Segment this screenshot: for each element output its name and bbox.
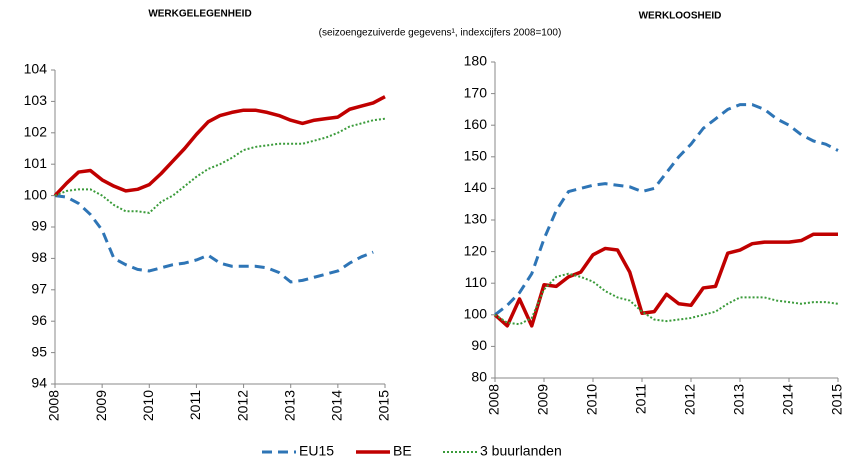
y-tick-label: 140 <box>464 179 488 195</box>
y-tick-label: 130 <box>464 211 488 227</box>
y-tick-label: 94 <box>31 375 47 391</box>
x-tick-label: 2012 <box>234 390 250 421</box>
series-line <box>494 103 839 316</box>
x-tick-label: 2014 <box>329 390 345 421</box>
y-tick-label: 160 <box>464 116 488 132</box>
x-tick-label: 2010 <box>584 384 600 415</box>
y-tick-label: 101 <box>24 155 48 171</box>
x-tick-label: 2015 <box>376 390 392 421</box>
chart-subtitle: (seizoengezuiverde gegevens¹, indexcijfe… <box>319 28 562 39</box>
y-tick-label: 80 <box>471 369 487 385</box>
x-tick-label: 2008 <box>46 390 62 421</box>
y-tick-label: 97 <box>31 281 47 297</box>
y-tick-label: 120 <box>464 242 488 258</box>
y-tick-label: 100 <box>24 186 48 202</box>
chart-title: WERKLOOSHEID <box>639 11 722 22</box>
x-tick-label: 2013 <box>731 384 747 415</box>
x-tick-label: 2009 <box>535 384 551 415</box>
x-tick-label: 2012 <box>682 384 698 415</box>
y-tick-label: 100 <box>464 306 488 322</box>
x-tick-label: 2011 <box>633 384 649 414</box>
x-tick-label: 2013 <box>281 390 297 421</box>
y-tick-label: 104 <box>24 61 48 77</box>
series-line <box>54 117 386 214</box>
legend-label: BE <box>393 443 412 459</box>
x-tick-label: 2015 <box>829 384 845 415</box>
legend-label: 3 buurlanden <box>480 443 562 459</box>
y-tick-label: 90 <box>471 337 487 353</box>
y-tick-label: 103 <box>24 92 48 108</box>
series-line <box>494 272 839 326</box>
y-tick-label: 170 <box>464 84 488 100</box>
y-tick-label: 95 <box>31 343 47 359</box>
x-tick-label: 2010 <box>140 390 156 421</box>
y-tick-label: 150 <box>464 148 488 164</box>
chart-title: WERKGELEGENHEID <box>148 9 251 20</box>
series-line <box>54 194 374 284</box>
y-tick-label: 98 <box>31 249 47 265</box>
y-tick-label: 180 <box>464 53 488 69</box>
x-tick-label: 2014 <box>780 384 796 415</box>
y-tick-label: 110 <box>465 274 488 290</box>
series-line <box>493 232 838 328</box>
x-tick-label: 2008 <box>486 384 502 415</box>
x-tick-label: 2011 <box>187 390 203 420</box>
legend-label: EU15 <box>299 443 334 459</box>
x-tick-label: 2009 <box>93 390 109 421</box>
y-tick-label: 99 <box>31 218 47 234</box>
series-line <box>53 95 386 197</box>
y-tick-label: 96 <box>31 312 47 328</box>
y-tick-label: 102 <box>24 124 48 140</box>
